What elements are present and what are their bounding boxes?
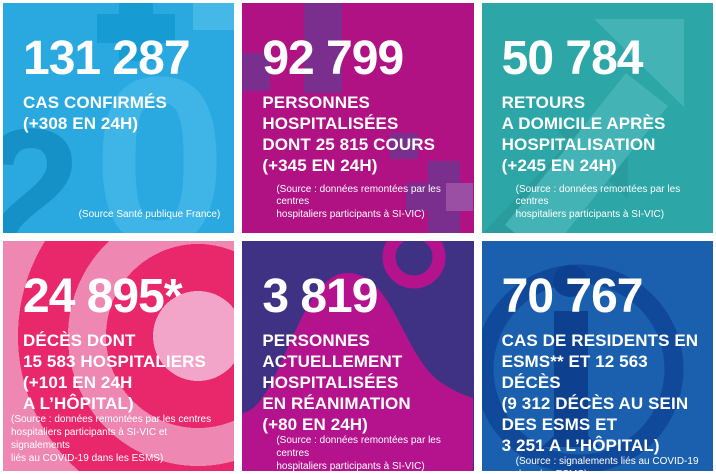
stat-label: DÉCÈS DONT 15 583 HOSPITALIERS (+101 EN …	[23, 331, 206, 414]
source-note: (Source : données remontées par les cent…	[11, 414, 212, 464]
stat-label: PERSONNES ACTUELLEMENT HOSPITALISÉES EN …	[262, 331, 411, 435]
stat-label: CAS DE RESIDENTS EN ESMS** ET 12 563 DÉC…	[501, 331, 699, 456]
stat-value: 92 799	[262, 32, 404, 85]
source-note: (Source : données remontées par les cent…	[515, 183, 681, 221]
stat-card-cas-confirmes: 0 2 131 287 CAS CONFIRMÉS (+308 EN 24H) …	[3, 3, 235, 233]
source-note: (Source Santé publique France)	[78, 209, 221, 221]
stat-label: CAS CONFIRMÉS (+308 EN 24H)	[23, 93, 167, 134]
stat-label: RETOURS A DOMICILE APRÈS HOSPITALISATION…	[501, 93, 666, 176]
source-note: (Source : données remontées par les cent…	[276, 435, 441, 471]
source-note: (Source : données remontées par les cent…	[276, 183, 441, 221]
stat-card-hospitalisees: 92 799 PERSONNES HOSPITALISÉES DONT 25 8…	[242, 3, 474, 233]
stat-value: 3 819	[262, 270, 378, 323]
stat-label: PERSONNES HOSPITALISÉES DONT 25 815 COUR…	[262, 93, 436, 176]
stat-value: 70 767	[501, 270, 644, 323]
stat-value: 24 895*	[23, 270, 183, 323]
stat-value: 131 287	[23, 32, 191, 85]
stat-card-deces: 24 895* DÉCÈS DONT 15 583 HOSPITALIERS (…	[3, 241, 235, 471]
stat-card-residents-esms: 70 767 CAS DE RESIDENTS EN ESMS** ET 12 …	[481, 241, 713, 471]
source-note: (Source : signalements liés au COVID-19 …	[515, 456, 699, 471]
stat-value: 50 784	[501, 32, 644, 85]
stat-card-retours-domicile: 50 784 RETOURS A DOMICILE APRÈS HOSPITAL…	[481, 3, 713, 233]
stat-card-reanimation: 3 819 PERSONNES ACTUELLEMENT HOSPITALISÉ…	[242, 241, 474, 471]
